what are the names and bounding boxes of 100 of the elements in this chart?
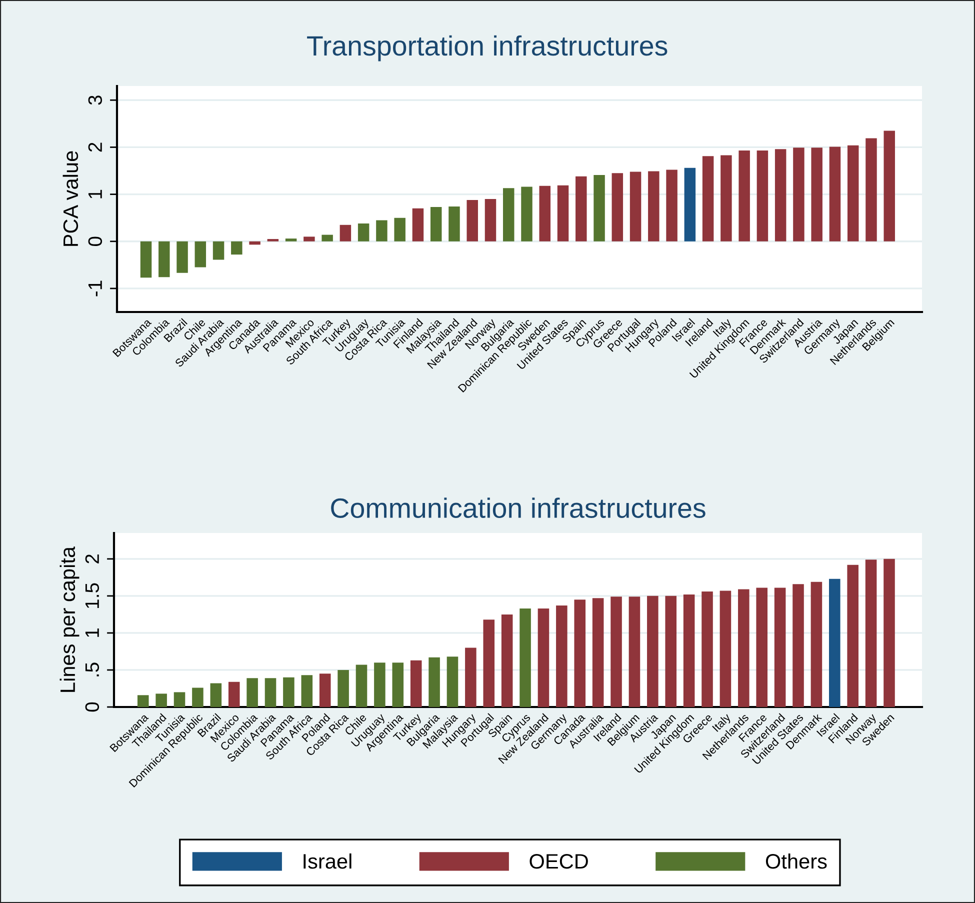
bar <box>358 223 370 242</box>
bar <box>158 241 170 278</box>
bar <box>520 608 531 707</box>
bar <box>884 130 895 242</box>
y-tick-label: -1 <box>88 280 102 296</box>
bar <box>156 694 167 707</box>
bar <box>446 656 458 707</box>
y-tick-label: 1.5 <box>85 583 100 608</box>
bar <box>847 564 858 707</box>
bar <box>720 155 732 242</box>
bar <box>192 688 204 707</box>
bar <box>774 588 786 707</box>
chart-title: Transportation infrastructures <box>307 35 668 62</box>
bar <box>484 199 496 242</box>
bar <box>610 596 622 707</box>
chart-title: Communication infrastructures <box>331 498 706 518</box>
bar <box>738 150 750 242</box>
bar <box>466 200 478 242</box>
bar <box>322 234 333 242</box>
bar <box>283 677 294 707</box>
bar <box>628 596 640 707</box>
y-tick-label: 0 <box>85 702 100 712</box>
legend-label: Others <box>766 853 827 869</box>
bar <box>594 174 605 242</box>
bar <box>304 236 315 242</box>
bar <box>829 578 840 707</box>
bar <box>465 648 476 707</box>
bar <box>356 664 368 707</box>
bar <box>793 148 804 242</box>
bar <box>539 186 551 242</box>
bar <box>702 591 713 707</box>
bar <box>829 146 841 242</box>
bar <box>301 675 313 707</box>
bar <box>412 208 424 242</box>
bar <box>574 600 586 707</box>
bar <box>430 207 442 242</box>
bar <box>684 168 696 242</box>
bar <box>212 241 224 260</box>
bar <box>865 560 877 707</box>
bar <box>811 148 822 242</box>
bar <box>720 590 732 707</box>
bar <box>738 589 750 707</box>
y-axis-title: PCA value <box>62 151 78 246</box>
bar <box>448 206 460 242</box>
bar <box>647 596 658 707</box>
bar <box>702 156 714 242</box>
bar <box>249 241 260 245</box>
legend-label: OECD <box>530 854 588 869</box>
bar <box>137 695 149 707</box>
bar <box>394 218 406 242</box>
bar <box>246 678 258 707</box>
bar <box>319 674 331 707</box>
bar <box>792 584 804 707</box>
bar <box>556 606 568 707</box>
bar <box>538 608 550 707</box>
bar <box>630 172 642 242</box>
bar <box>501 614 513 707</box>
bar <box>210 683 222 707</box>
bar <box>774 149 786 242</box>
y-tick-label: .5 <box>85 662 100 676</box>
bar <box>756 588 768 707</box>
bar <box>410 660 422 707</box>
bar <box>648 171 660 242</box>
bar <box>338 670 349 707</box>
bar <box>228 682 240 707</box>
bar <box>174 692 186 707</box>
bar <box>557 185 569 242</box>
y-tick-label: 2 <box>85 554 99 564</box>
bar <box>810 582 822 707</box>
bar <box>231 241 242 255</box>
y-tick-label: 0 <box>88 236 102 246</box>
bar <box>666 170 678 242</box>
bar <box>176 241 188 273</box>
bar <box>483 620 495 707</box>
bar <box>264 678 276 707</box>
y-tick-label: 1 <box>88 190 102 198</box>
y-tick-label: 3 <box>88 96 102 105</box>
bar <box>756 150 768 242</box>
bar <box>194 241 206 268</box>
bar <box>285 238 297 242</box>
bar <box>521 186 532 242</box>
bar <box>140 241 152 278</box>
y-axis-title: Lines per capita <box>60 546 80 692</box>
bar <box>428 657 440 707</box>
y-tick-label: 1 <box>85 628 99 637</box>
bar <box>683 594 695 707</box>
bar <box>376 220 388 242</box>
legend-label: Israel <box>304 853 352 869</box>
bar <box>503 188 514 242</box>
bar <box>847 145 859 242</box>
bar <box>340 224 352 242</box>
bar <box>592 598 604 707</box>
bar <box>665 596 677 707</box>
bar <box>884 558 895 707</box>
y-tick-label: 2 <box>88 142 102 152</box>
bar <box>374 662 386 707</box>
bar <box>576 176 587 242</box>
bar <box>392 662 404 707</box>
bar <box>612 173 624 242</box>
bar <box>866 138 877 242</box>
